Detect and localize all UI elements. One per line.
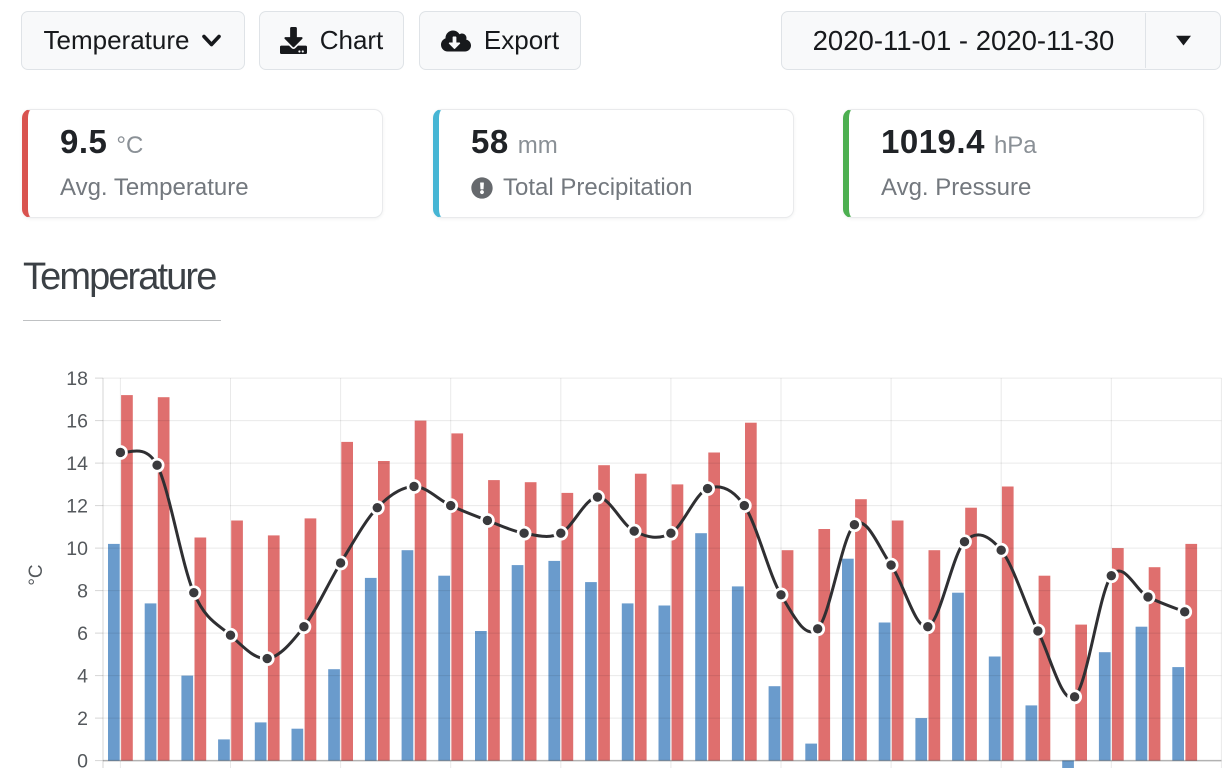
svg-text:2: 2 — [77, 708, 88, 730]
svg-text:16: 16 — [66, 411, 88, 433]
svg-text:6: 6 — [77, 623, 88, 645]
svg-text:8: 8 — [77, 581, 88, 603]
svg-text:18: 18 — [66, 368, 88, 390]
svg-text:0: 0 — [77, 751, 88, 768]
svg-text:14: 14 — [66, 453, 88, 475]
svg-text:12: 12 — [66, 496, 88, 518]
svg-text:°C: °C — [26, 564, 47, 585]
svg-text:4: 4 — [77, 666, 88, 688]
svg-text:10: 10 — [66, 538, 88, 560]
